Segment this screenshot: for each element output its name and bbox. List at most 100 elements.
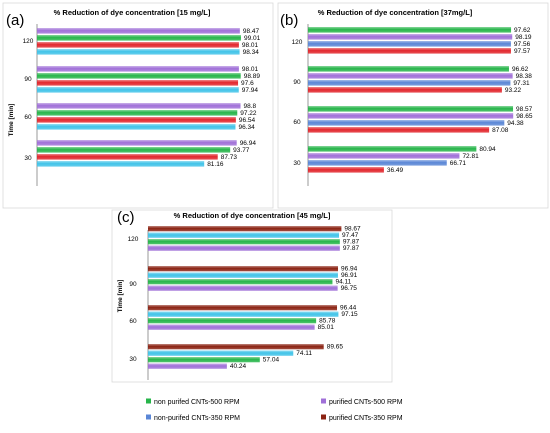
bar	[148, 344, 324, 350]
data-label: 94.38	[507, 120, 524, 127]
y-tick-label: 30	[293, 160, 301, 167]
data-label: 89.65	[327, 344, 344, 351]
bar	[308, 106, 514, 112]
data-label: 97.87	[343, 245, 360, 252]
data-label: 97.56	[514, 41, 531, 48]
bar	[148, 363, 227, 369]
legend-swatch	[321, 414, 326, 420]
data-label: 99.01	[244, 35, 261, 42]
legend-label: non purifed CNTs-500 RPM	[154, 399, 240, 406]
bar	[308, 153, 460, 159]
bar	[308, 73, 513, 79]
bar	[308, 66, 509, 72]
data-label: 98.57	[516, 106, 533, 113]
panel-frame	[277, 2, 549, 209]
bar	[308, 80, 511, 86]
data-label: 40.24	[230, 363, 247, 370]
data-label: 85.01	[318, 324, 335, 331]
data-label: 96.34	[238, 124, 255, 131]
panel-label: (c)	[117, 209, 135, 226]
y-tick-label: 120	[23, 38, 34, 45]
y-tick-label: 90	[293, 79, 301, 86]
data-label: 74.11	[296, 350, 312, 357]
bar	[308, 113, 514, 119]
bar	[37, 124, 236, 130]
bar	[148, 272, 338, 278]
bar	[308, 34, 513, 40]
data-label: 96.94	[341, 266, 358, 273]
legend-label: purified CNTs-350 RPM	[329, 415, 403, 422]
legend-swatch	[146, 398, 151, 404]
bar	[37, 66, 239, 72]
bar	[308, 146, 477, 152]
chart-title: % Reduction of dye concentration [45 mg/…	[174, 211, 331, 220]
bar	[148, 305, 338, 311]
chart-title: % Reduction of dye concentration [15 mg/…	[54, 8, 211, 17]
bar	[37, 49, 240, 55]
data-label: 96.94	[240, 140, 257, 147]
data-label: 87.08	[492, 127, 509, 134]
panel-label: (b)	[280, 12, 298, 29]
bar	[308, 120, 505, 126]
bar	[37, 35, 241, 41]
bar	[148, 239, 340, 245]
chart-panel-1: (a) % Reduction of dye concentration [15 …	[2, 2, 274, 209]
bar	[37, 87, 239, 93]
bar	[37, 28, 240, 34]
bar	[308, 87, 502, 93]
bar	[148, 324, 315, 330]
bar	[308, 27, 512, 33]
data-label: 98.34	[243, 49, 260, 56]
panel-label: (a)	[6, 12, 24, 29]
data-label: 87.73	[221, 154, 238, 161]
bar	[37, 110, 238, 116]
bar	[308, 127, 490, 133]
legend-label: non-purifed CNTs-350 RPM	[154, 415, 240, 422]
bar	[148, 266, 339, 272]
chart-title: % Reduction of dye concentration [37mg/L…	[318, 8, 473, 17]
data-label: 98.8	[244, 103, 257, 110]
data-label: 97.15	[341, 311, 358, 318]
chart-panel-2: (b) % Reduction of dye concentration [37m…	[277, 2, 549, 209]
data-label: 97.57	[514, 48, 531, 55]
data-label: 36.49	[387, 167, 404, 174]
bar	[37, 80, 239, 86]
y-axis-label: Time [min]	[117, 280, 124, 313]
data-label: 96.44	[340, 305, 357, 312]
data-label: 97.31	[513, 80, 530, 87]
bar	[37, 140, 237, 146]
data-label: 98.67	[344, 226, 361, 233]
y-tick-label: 90	[129, 281, 137, 288]
legend-swatch	[321, 398, 326, 404]
bar	[148, 245, 340, 251]
bar	[308, 48, 511, 54]
chart-panel-3: (c) % Reduction of dye concentration [45 …	[111, 209, 393, 383]
y-tick-label: 120	[292, 39, 303, 46]
data-label: 81.16	[207, 161, 224, 168]
data-label: 98.65	[516, 113, 533, 120]
data-label: 72.81	[462, 153, 479, 160]
data-label: 98.01	[242, 66, 259, 73]
legend-swatch	[146, 414, 151, 420]
y-tick-label: 30	[129, 356, 137, 363]
bar	[37, 154, 218, 160]
y-tick-label: 30	[24, 155, 32, 162]
bar	[308, 41, 511, 47]
bar	[308, 167, 384, 173]
bar	[148, 285, 338, 291]
bar	[148, 357, 260, 363]
data-label: 98.89	[244, 73, 261, 80]
data-label: 96.62	[512, 66, 529, 73]
legend: non purifed CNTs-500 RPM purified CNTs-50…	[146, 398, 403, 422]
y-tick-label: 60	[24, 114, 32, 121]
data-label: 97.62	[514, 27, 531, 34]
bar	[37, 117, 236, 123]
bar	[148, 232, 340, 238]
data-label: 57.04	[263, 357, 280, 364]
y-axis-label: Time [min]	[8, 104, 15, 137]
bar	[308, 160, 447, 166]
data-label: 97.87	[343, 239, 360, 246]
legend-label: purified CNTs-500 RPM	[329, 399, 403, 406]
bar	[37, 147, 231, 153]
